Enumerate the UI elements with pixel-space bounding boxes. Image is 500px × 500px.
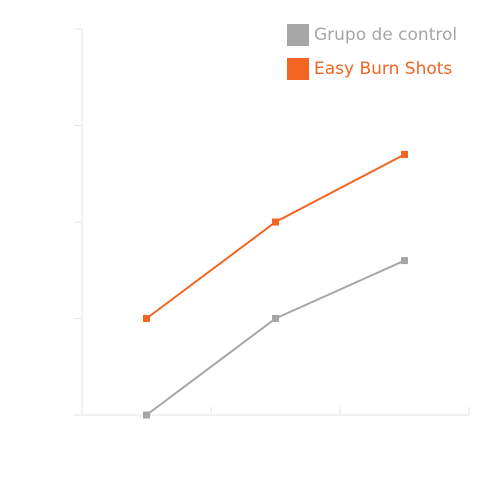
data-point-easy-burn-shots <box>272 218 279 226</box>
data-point-grupo-de-control <box>401 257 408 265</box>
data-point-grupo-de-control <box>143 411 150 419</box>
legend-item-grupo-de-control: Grupo de control <box>287 24 457 46</box>
legend-label-easy-burn-shots: Easy Burn Shots <box>314 59 453 79</box>
series-line-easy-burn-shots <box>145 153 405 320</box>
chart-series-layer <box>143 150 408 419</box>
legend-swatch-grupo-de-control <box>287 24 309 46</box>
series-grupo-de-control <box>143 257 408 419</box>
series-easy-burn-shots <box>143 150 408 322</box>
chart-legend: Grupo de control Easy Burn Shots <box>287 24 457 92</box>
legend-item-easy-burn-shots: Easy Burn Shots <box>287 58 457 80</box>
data-point-grupo-de-control <box>272 315 279 322</box>
legend-swatch-easy-burn-shots <box>287 58 309 80</box>
series-line-grupo-de-control <box>145 259 405 416</box>
data-point-easy-burn-shots <box>401 150 408 158</box>
legend-label-grupo-de-control: Grupo de control <box>314 25 458 45</box>
data-point-easy-burn-shots <box>143 315 150 322</box>
